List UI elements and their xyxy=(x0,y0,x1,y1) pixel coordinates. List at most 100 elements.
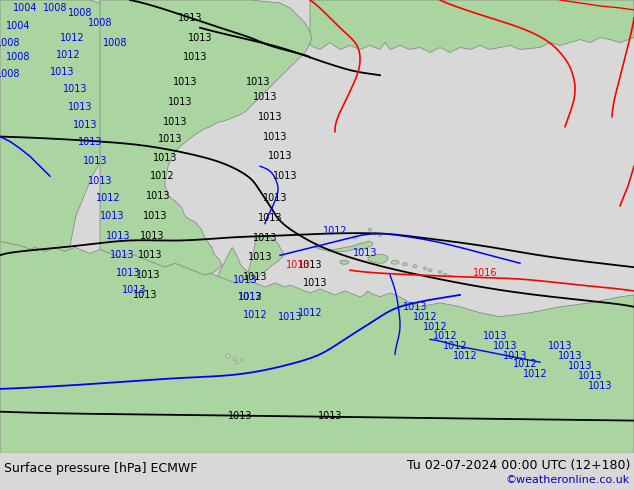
Ellipse shape xyxy=(448,275,451,277)
Text: 1013: 1013 xyxy=(116,268,140,278)
Text: 1013: 1013 xyxy=(258,112,282,122)
Text: 1008: 1008 xyxy=(103,38,127,48)
Text: 1013: 1013 xyxy=(268,151,292,161)
Text: 1012: 1012 xyxy=(60,33,84,43)
Text: ©weatheronline.co.uk: ©weatheronline.co.uk xyxy=(506,475,630,485)
Text: 1016: 1016 xyxy=(473,268,497,278)
Ellipse shape xyxy=(368,228,372,231)
Text: 1012: 1012 xyxy=(513,359,537,369)
Text: 1012: 1012 xyxy=(56,50,81,60)
Text: 1013: 1013 xyxy=(262,132,287,142)
Text: 1012: 1012 xyxy=(243,310,268,319)
Text: 1012: 1012 xyxy=(522,369,547,379)
Polygon shape xyxy=(368,254,388,263)
Text: 1013: 1013 xyxy=(238,292,262,302)
Text: 1012: 1012 xyxy=(413,312,437,321)
Text: 1012: 1012 xyxy=(323,225,347,236)
Text: 1013: 1013 xyxy=(178,13,202,23)
Text: 1012: 1012 xyxy=(453,351,477,361)
Text: 1013: 1013 xyxy=(246,77,270,87)
Ellipse shape xyxy=(373,232,377,235)
Text: 1013: 1013 xyxy=(168,97,192,107)
Polygon shape xyxy=(310,0,634,52)
Polygon shape xyxy=(0,0,150,388)
Ellipse shape xyxy=(235,362,238,364)
Text: Tu 02-07-2024 00:00 UTC (12+180): Tu 02-07-2024 00:00 UTC (12+180) xyxy=(406,459,630,472)
Text: 1013: 1013 xyxy=(482,331,507,342)
Ellipse shape xyxy=(226,354,231,358)
Text: 1013: 1013 xyxy=(228,411,252,420)
Text: 1013: 1013 xyxy=(253,92,277,102)
Text: 1013: 1013 xyxy=(87,176,112,186)
Text: 1013: 1013 xyxy=(78,137,102,147)
Text: 1013: 1013 xyxy=(262,193,287,203)
Ellipse shape xyxy=(428,269,432,271)
Ellipse shape xyxy=(240,359,243,362)
Text: 1013: 1013 xyxy=(298,260,322,270)
Text: 1013: 1013 xyxy=(243,272,268,282)
Text: 1013: 1013 xyxy=(49,67,74,77)
Text: 1013: 1013 xyxy=(133,290,157,300)
Text: 1013: 1013 xyxy=(503,351,527,361)
Text: 1013: 1013 xyxy=(303,278,327,288)
Text: 1013: 1013 xyxy=(233,275,257,285)
Ellipse shape xyxy=(378,235,382,237)
Polygon shape xyxy=(100,0,312,389)
Ellipse shape xyxy=(403,263,408,266)
Ellipse shape xyxy=(439,270,441,273)
Polygon shape xyxy=(209,247,257,308)
Text: 1004: 1004 xyxy=(13,3,37,13)
Text: 1013: 1013 xyxy=(273,171,297,181)
Ellipse shape xyxy=(360,232,364,235)
Text: 1013: 1013 xyxy=(278,312,302,321)
Ellipse shape xyxy=(424,267,427,270)
Text: 1008: 1008 xyxy=(0,69,20,79)
Text: 1013: 1013 xyxy=(63,84,87,94)
Ellipse shape xyxy=(233,358,237,361)
Text: 1013: 1013 xyxy=(568,361,592,371)
Text: 1013: 1013 xyxy=(318,411,342,420)
Ellipse shape xyxy=(353,236,358,239)
Text: 1012: 1012 xyxy=(150,171,174,181)
Text: 1013: 1013 xyxy=(353,248,377,258)
Text: 1008: 1008 xyxy=(68,8,93,18)
Text: 1013: 1013 xyxy=(100,211,124,220)
Text: 1013: 1013 xyxy=(286,260,310,270)
Text: 1008: 1008 xyxy=(0,38,20,48)
Text: 1013: 1013 xyxy=(110,250,134,260)
Text: 1012: 1012 xyxy=(298,308,322,318)
Text: 1004: 1004 xyxy=(6,21,30,31)
Text: 1013: 1013 xyxy=(258,213,282,223)
Text: 1013: 1013 xyxy=(403,302,427,312)
Text: 1013: 1013 xyxy=(188,33,212,43)
Text: 1013: 1013 xyxy=(73,120,97,130)
Text: 1013: 1013 xyxy=(138,250,162,260)
Text: 1013: 1013 xyxy=(578,371,602,381)
Ellipse shape xyxy=(444,273,446,275)
Polygon shape xyxy=(0,242,634,453)
Polygon shape xyxy=(315,242,373,251)
Text: 1013: 1013 xyxy=(163,117,187,127)
Text: 1008: 1008 xyxy=(87,18,112,28)
Text: 1013: 1013 xyxy=(106,230,130,241)
Text: 1013: 1013 xyxy=(136,270,160,280)
Text: 1013: 1013 xyxy=(68,102,93,112)
Text: 1013: 1013 xyxy=(158,134,182,144)
Text: 1013: 1013 xyxy=(558,351,582,361)
Text: 1012: 1012 xyxy=(96,193,120,203)
Text: 1008: 1008 xyxy=(6,52,30,62)
Text: 1013: 1013 xyxy=(143,211,167,220)
Text: 1012: 1012 xyxy=(432,331,457,342)
Text: 1012: 1012 xyxy=(238,292,262,302)
Polygon shape xyxy=(237,236,284,298)
Text: 1013: 1013 xyxy=(493,342,517,351)
Polygon shape xyxy=(340,260,349,264)
Text: 1013: 1013 xyxy=(253,233,277,243)
Text: 1013: 1013 xyxy=(248,252,272,262)
Text: 1013: 1013 xyxy=(172,77,197,87)
Text: 1012: 1012 xyxy=(443,342,467,351)
Text: 1013: 1013 xyxy=(122,285,146,295)
Text: 1013: 1013 xyxy=(183,52,207,62)
Text: 1008: 1008 xyxy=(42,3,67,13)
Text: 1013: 1013 xyxy=(548,342,573,351)
